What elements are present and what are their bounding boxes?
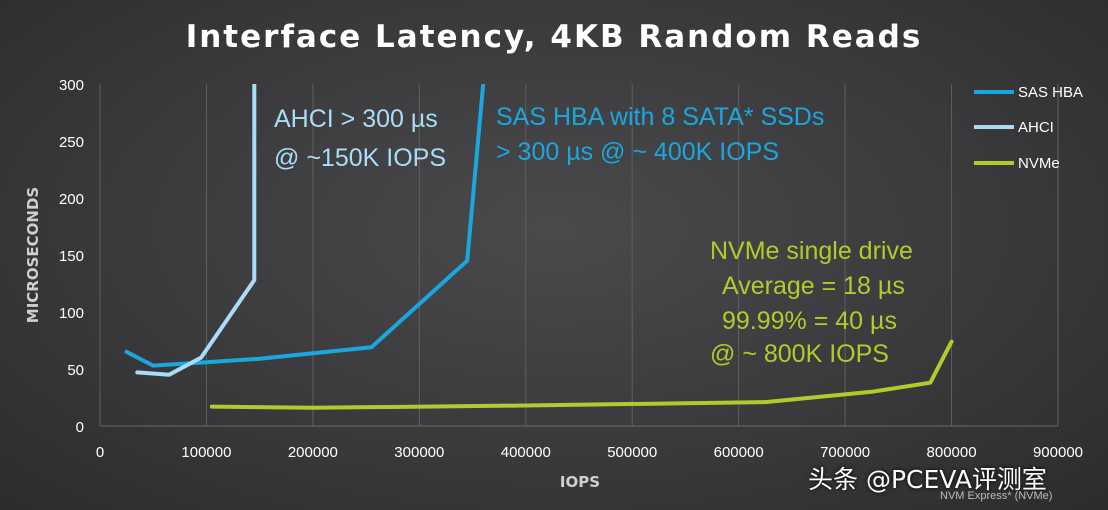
x-tick-label: 300000 — [394, 444, 444, 461]
series-line-nvme — [209, 339, 954, 410]
x-tick-label: 500000 — [607, 444, 657, 461]
legend-label: AHCI — [1018, 119, 1054, 136]
y-tick-label: 250 — [59, 134, 84, 151]
annotation-text: > 300 µs @ ~ 400K IOPS — [496, 138, 779, 166]
x-tick-label: 100000 — [181, 444, 231, 461]
x-tick-label: 900000 — [1033, 444, 1083, 461]
x-tick-label: 400000 — [501, 444, 551, 461]
x-tick-label: 800000 — [927, 444, 977, 461]
y-tick-label: 300 — [59, 77, 84, 94]
legend-label: SAS HBA — [1018, 84, 1083, 101]
y-tick-label: 50 — [67, 362, 84, 379]
annotation-text: SAS HBA with 8 SATA* SSDs — [496, 103, 824, 131]
y-tick-label: 100 — [59, 305, 84, 322]
x-tick-labels: 0 100000 200000 300000 400000 500000 600000 700… — [96, 444, 1083, 461]
x-axis-title: IOPS — [560, 473, 600, 491]
y-tick-label: 200 — [59, 191, 84, 208]
annotation-text: @ ~150K IOPS — [274, 144, 446, 172]
x-tick-label: 600000 — [714, 444, 764, 461]
x-tick-label: 0 — [96, 444, 104, 461]
annotation-text: NVMe single drive — [710, 237, 913, 265]
legend: SAS HBA AHCI NVMe — [974, 84, 1083, 172]
chart-title: Interface Latency, 4KB Random Reads — [186, 19, 923, 55]
series-line-sas-hba — [124, 84, 486, 368]
x-tick-label: 700000 — [820, 444, 870, 461]
x-tick-label: 200000 — [288, 444, 338, 461]
annotation-text: @ ~ 800K IOPS — [710, 340, 889, 368]
grid-lines — [99, 84, 1059, 427]
series-lines — [124, 84, 954, 410]
annotation-text: 99.99% = 40 µs — [722, 307, 897, 335]
legend-label: NVMe — [1018, 155, 1060, 172]
series-line-ahci — [135, 84, 257, 377]
annotation-text: AHCI > 300 µs — [274, 105, 438, 133]
y-tick-label: 150 — [59, 248, 84, 265]
credit-text: NVM Express* (NVMe) — [940, 490, 1053, 502]
y-tick-labels: 0 50 100 150 200 250 300 — [59, 77, 84, 436]
y-axis-title: MICROSECONDS — [24, 187, 42, 323]
annotation-text: Average = 18 µs — [722, 272, 905, 300]
annotations: AHCI > 300 µs @ ~150K IOPS SAS HBA with 8 … — [274, 103, 913, 368]
watermark: 头条 @PCEVA评测室 — [808, 465, 1047, 494]
y-tick-label: 0 — [76, 419, 84, 436]
